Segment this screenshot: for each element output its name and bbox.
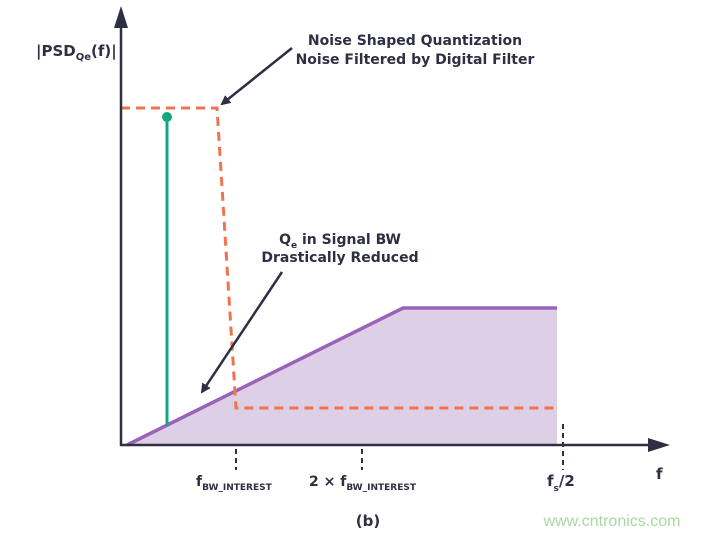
digital-filter-response	[121, 106, 557, 410]
tick-label-fbw: fBW_INTEREST	[196, 474, 273, 493]
tick-label-fs2: fs/2	[547, 472, 575, 494]
watermark: www.cntronics.com	[543, 513, 681, 530]
figure-caption: (b)	[356, 512, 380, 530]
arrow-filter-annotation	[220, 47, 293, 106]
signal-tone-marker	[162, 112, 172, 122]
arrow-signal-bw-annotation	[200, 271, 284, 394]
shaped-noise-line	[126, 306, 557, 447]
shaped-noise-area	[127, 308, 557, 445]
filter-annotation-line2: Noise Filtered by Digital Filter	[296, 52, 535, 68]
x-axis-label: f	[656, 465, 663, 483]
tick-label-2fbw: 2 × fBW_INTEREST	[309, 474, 417, 493]
y-axis-arrow-icon	[114, 6, 128, 28]
signal-bw-annotation-line1: Qe in Signal BW	[279, 232, 401, 251]
x-axis-arrow-icon	[648, 438, 670, 452]
filter-annotation-line1: Noise Shaped Quantization	[308, 33, 522, 49]
signal-bw-annotation-line2: Drastically Reduced	[261, 250, 418, 266]
y-axis-label: |PSDQe(f)|	[36, 42, 117, 63]
